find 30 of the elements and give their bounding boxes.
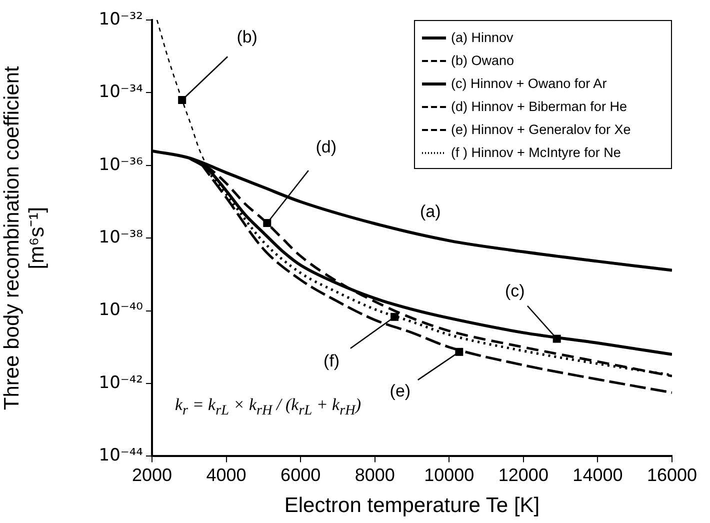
x-tick-label: 14000 <box>572 464 623 485</box>
legend-label: (a) Hinnov <box>451 29 514 47</box>
annotation: (c) <box>504 281 525 300</box>
y-tick-label: 10⁻³⁸ <box>98 228 144 248</box>
annotation: (e) <box>390 382 411 401</box>
x-tick-label: 8000 <box>354 464 395 485</box>
x-tick-label: 4000 <box>206 464 246 485</box>
text: k$_{r}$ = k$_{rL}$ × k$_{rH}$ / (k$_{rL}$ + k$_{rH}$) <box>175 395 362 418</box>
y-tick-label: 10⁻⁴⁴ <box>98 446 144 466</box>
legend-label: (f ) Hinnov + McIntyre for Ne <box>451 144 621 162</box>
x-tick-label: 6000 <box>280 464 321 485</box>
annotation: (f) <box>324 352 340 371</box>
y-tick-label: 10⁻³² <box>98 9 143 30</box>
x-tick-label: 2000 <box>132 464 172 485</box>
legend-label: (e) Hinnov + Generalov for Xe <box>451 121 631 139</box>
x-tick-label: 10000 <box>424 464 474 485</box>
y-tick-label: 10⁻³⁶ <box>98 154 144 175</box>
annotation: (a) <box>420 202 441 222</box>
x-axis-title: Electron temperature Te [K] <box>284 494 540 518</box>
legend-label: (d) Hinnov + Biberman for He <box>451 98 627 116</box>
annotation: (d) <box>316 138 337 157</box>
legend-label: (b) Owano <box>451 52 514 70</box>
legend-label: (c) Hinnov + Owano for Ar <box>451 75 607 93</box>
x-tick-label: 16000 <box>646 464 698 485</box>
y-axis-title: Three body recombination coefficient [m⁶s⁻¹] <box>0 66 49 410</box>
annotation: (b) <box>236 28 258 47</box>
y-tick-label: 10⁻⁴⁰ <box>98 300 144 320</box>
y-tick-label: 10⁻⁴² <box>98 372 143 393</box>
y-tick-label: 10⁻³⁴ <box>98 82 144 102</box>
x-tick-label: 12000 <box>498 464 548 485</box>
